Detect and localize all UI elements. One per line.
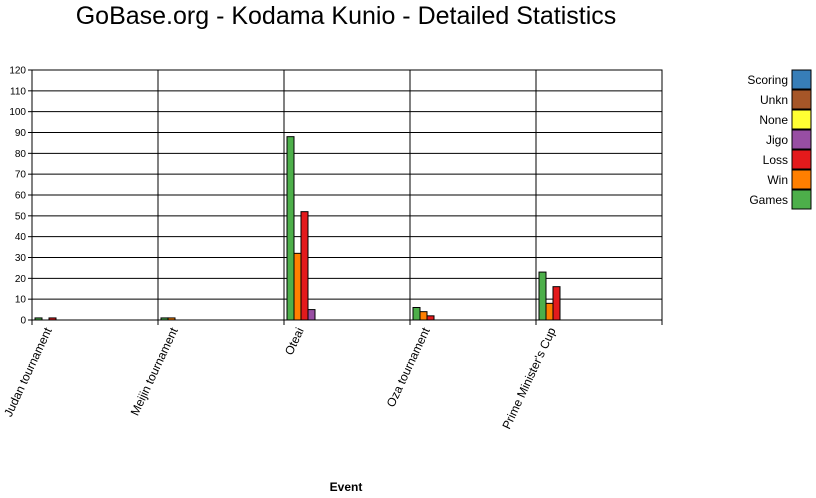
x-axis: Judan tournament Meijin tournament Oteai Oz… [1,320,663,431]
bar-games [538,271,547,321]
y-tick-label: 60 [15,191,27,202]
bar-loss [426,315,435,321]
x-tick-label: Judan tournament [1,325,55,419]
bar-loss [48,317,57,321]
legend-swatch-scoring [791,69,812,90]
bar-win [545,302,554,321]
legend-swatch-jigo [791,129,812,150]
x-axis-label: Event [330,480,363,494]
legend-label-jigo: Jigo [766,133,788,147]
legend-label-unkn: Unkn [760,93,788,107]
y-axis: 0 10 20 30 40 50 60 70 80 90 100 110 120 [9,66,32,327]
legend-label-games: Games [749,193,788,207]
legend-swatch-games [791,189,812,210]
legend-label-none: None [759,113,788,127]
legend-swatch-loss [791,149,812,170]
legend-label-win: Win [767,173,788,187]
x-tick-label: Oteai [282,325,307,357]
bar-win [167,317,176,321]
y-tick-label: 70 [15,170,27,181]
y-tick-label: 120 [9,66,26,77]
y-tick-label: 10 [15,295,27,306]
legend-swatch-unkn [791,89,812,110]
grid-lines [31,69,663,321]
x-tick-label: Prime Minister's Cup [499,325,558,431]
chart-title: GoBase.org - Kodama Kunio - Detailed Sta… [75,2,617,30]
y-tick-label: 110 [10,86,26,97]
y-tick-label: 50 [15,211,27,222]
bar-games [160,317,169,321]
y-tick-label: 90 [15,128,27,139]
bar-win [419,311,428,321]
y-tick-label: 40 [15,232,27,243]
bar-win [293,252,302,321]
x-tick-label: Meijin tournament [128,325,181,418]
bar-games [412,307,421,321]
legend-label-loss: Loss [763,153,788,167]
x-tick-label: Oza tournament [384,325,433,410]
bar-loss [300,211,309,321]
y-tick-label: 20 [15,274,27,285]
bar-games [34,317,43,321]
bars [34,136,561,321]
y-tick-label: 100 [9,107,26,118]
legend-swatch-win [791,169,812,190]
y-tick-label: 30 [15,253,27,264]
legend: Scoring Unkn None Jigo Loss Win Games [747,69,812,210]
legend-label-scoring: Scoring [747,73,788,87]
y-tick-label: 80 [15,149,27,160]
bar-loss [552,286,561,321]
bar-jigo [307,309,316,321]
legend-swatch-none [791,109,812,130]
y-tick-label: 0 [20,316,26,327]
bar-games [286,136,295,321]
